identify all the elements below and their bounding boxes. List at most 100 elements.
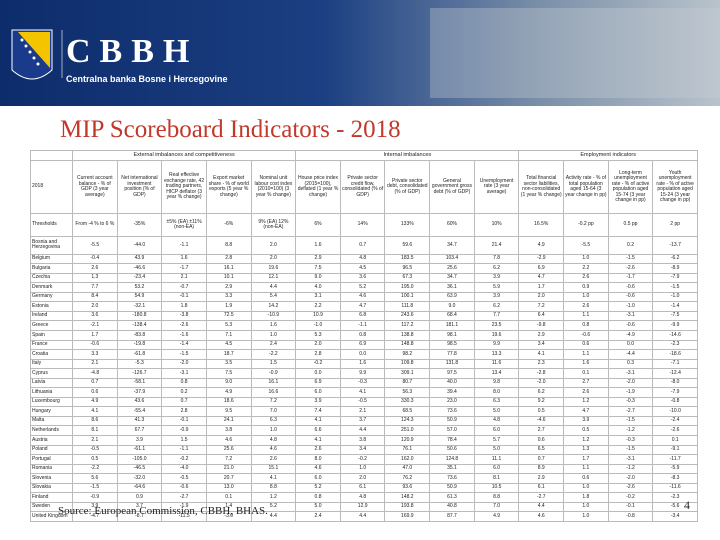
value-cell: 4.1 [72, 406, 118, 417]
value-cell: 4.1 [295, 435, 341, 446]
group-header: External imbalances and competitiveness [71, 150, 297, 161]
value-cell: 2.2 [295, 301, 341, 312]
value-cell: 120.9 [384, 435, 431, 446]
value-cell: 2.9 [205, 282, 252, 293]
value-cell: 4.5 [205, 339, 252, 351]
country-row: Romania -2.2 -46.5 -4.0 21.0 15.1 4.6 1.0 47.0 35… [30, 463, 698, 475]
value-cell: 11.1 [473, 454, 520, 465]
value-cell: -2.0 [607, 377, 654, 389]
value-cell: 6.2 [473, 301, 520, 312]
value-cell: -7.1 [652, 358, 698, 370]
value-cell: -0.1 [161, 291, 207, 303]
value-cell: 7.5 [295, 263, 341, 274]
value-cell: -0.6 [161, 482, 207, 494]
value-cell: 2.8 [161, 406, 207, 417]
value-cell: 5.3 [205, 320, 252, 331]
value-cell: 19.6 [250, 263, 297, 274]
value-cell: -5.9 [652, 463, 698, 475]
value-cell: 7.2 [205, 454, 252, 465]
value-cell: 6.9 [339, 339, 386, 351]
value-cell: -0.6 [563, 330, 609, 341]
country-row: Ireland 3.6 -180.8 -3.8 72.5 -10.9 10.9 6.8 243.… [30, 310, 698, 322]
value-cell: 2.3 [518, 358, 565, 370]
value-cell: 9.8 [473, 377, 520, 389]
value-cell: -1.5 [161, 349, 207, 360]
value-cell: 1.6 [161, 253, 207, 265]
value-cell: -3.1 [607, 454, 654, 465]
value-cell: -61.8 [116, 349, 163, 360]
value-cell: 6.3 [250, 415, 297, 427]
value-cell: 0.5 [563, 425, 609, 436]
threshold-cell: 6% [295, 213, 341, 237]
column-header: Current account balance - % of GDP (3 ye… [72, 160, 118, 214]
value-cell: 2.0 [250, 236, 297, 255]
value-cell: 4.6 [295, 463, 341, 475]
value-cell: 0.8 [339, 330, 386, 341]
year-header: 2018 [30, 160, 73, 214]
value-cell: -5.3 [116, 358, 163, 370]
value-cell: -46.6 [116, 263, 163, 274]
country-row: Croatia 3.3 -61.8 -1.5 18.7 -2.2 2.8 0.0 98.2 77.… [30, 349, 698, 360]
value-cell: 6.0 [473, 463, 520, 475]
column-header: General government gross debt (% of GDP) [429, 160, 475, 214]
threshold-cell: 0.5 pp [607, 213, 654, 237]
value-cell: 4.6 [250, 444, 297, 456]
value-cell: 59.6 [384, 236, 431, 255]
value-cell: 6.9 [518, 263, 565, 274]
value-cell: 4.9 [473, 511, 520, 522]
value-cell: 3.4 [339, 444, 386, 456]
value-cell: 4.0 [295, 282, 341, 293]
value-cell: 7.0 [250, 406, 297, 417]
value-cell: 20.7 [205, 473, 252, 484]
value-cell: 4.1 [339, 387, 386, 398]
value-cell: 4.1 [518, 349, 565, 360]
value-cell: -2.2 [250, 349, 297, 360]
threshold-cell: -6% [205, 213, 252, 237]
value-cell: 68.5 [384, 406, 431, 417]
column-header: Private sector debt, consolidated (% of … [384, 160, 431, 214]
value-cell: 1.7 [518, 282, 565, 293]
value-cell: -0.5 [339, 396, 386, 408]
value-cell: 34.7 [429, 236, 475, 255]
value-cell: 4.4 [250, 282, 297, 293]
value-cell: -0.4 [72, 253, 118, 265]
value-cell: 7.7 [473, 310, 520, 322]
value-cell: 1.3 [563, 444, 609, 456]
value-cell: 2.8 [205, 253, 252, 265]
value-cell: 3.8 [339, 435, 386, 446]
value-cell: 0.9 [116, 492, 163, 503]
value-cell: 2.1 [161, 272, 207, 284]
value-cell: -2.6 [652, 425, 698, 436]
group-header-row: External imbalances and competitiveness I… [30, 150, 698, 161]
country-name: Slovenia [30, 473, 73, 484]
country-row: Denmark 7.7 53.2 -0.7 2.9 4.4 4.0 5.2 195.0 36.1 5… [30, 282, 698, 293]
value-cell: 138.8 [384, 330, 431, 341]
value-cell: 4.8 [339, 492, 386, 503]
value-cell: -44.0 [116, 236, 163, 255]
value-cell: 3.9 [473, 291, 520, 303]
value-cell: 2.6 [563, 387, 609, 398]
value-cell: 8.8 [250, 482, 297, 494]
country-row: Slovakia -1.5 -64.6 -0.6 13.0 8.8 5.2 6.1 93.6 50… [30, 482, 698, 494]
column-header: Activity rate - % of total population ag… [563, 160, 609, 214]
value-cell: -1.1 [339, 320, 386, 331]
value-cell: 5.0 [473, 406, 520, 417]
value-cell: 5.2 [339, 282, 386, 293]
value-cell: 0.7 [339, 236, 386, 255]
value-cell: 72.5 [205, 310, 252, 322]
country-name: Slovakia [30, 482, 73, 494]
country-row: Belgium -0.4 43.9 1.6 2.8 2.0 2.9 4.8 183.5 103.4… [30, 253, 698, 265]
country-name: Bosnia and Herzegovina [30, 236, 73, 255]
value-cell: 4.9 [205, 387, 252, 398]
value-cell: 1.6 [295, 236, 341, 255]
value-cell: 6.6 [295, 425, 341, 436]
country-name: Netherlands [30, 425, 73, 436]
country-row: Hungary 4.1 -55.4 2.8 9.5 7.0 7.4 2.1 68.5 73.6 5.… [30, 406, 698, 417]
value-cell: -138.4 [116, 320, 163, 331]
value-cell: -3.8 [161, 310, 207, 322]
value-cell: -0.2 [295, 358, 341, 370]
value-cell: 7.8 [473, 253, 520, 265]
country-row: Czechia 1.3 -23.4 2.1 10.1 12.1 9.0 3.6 67.3 34.7… [30, 272, 698, 284]
value-cell: 169.9 [384, 511, 431, 522]
value-cell: 12.1 [250, 272, 297, 284]
